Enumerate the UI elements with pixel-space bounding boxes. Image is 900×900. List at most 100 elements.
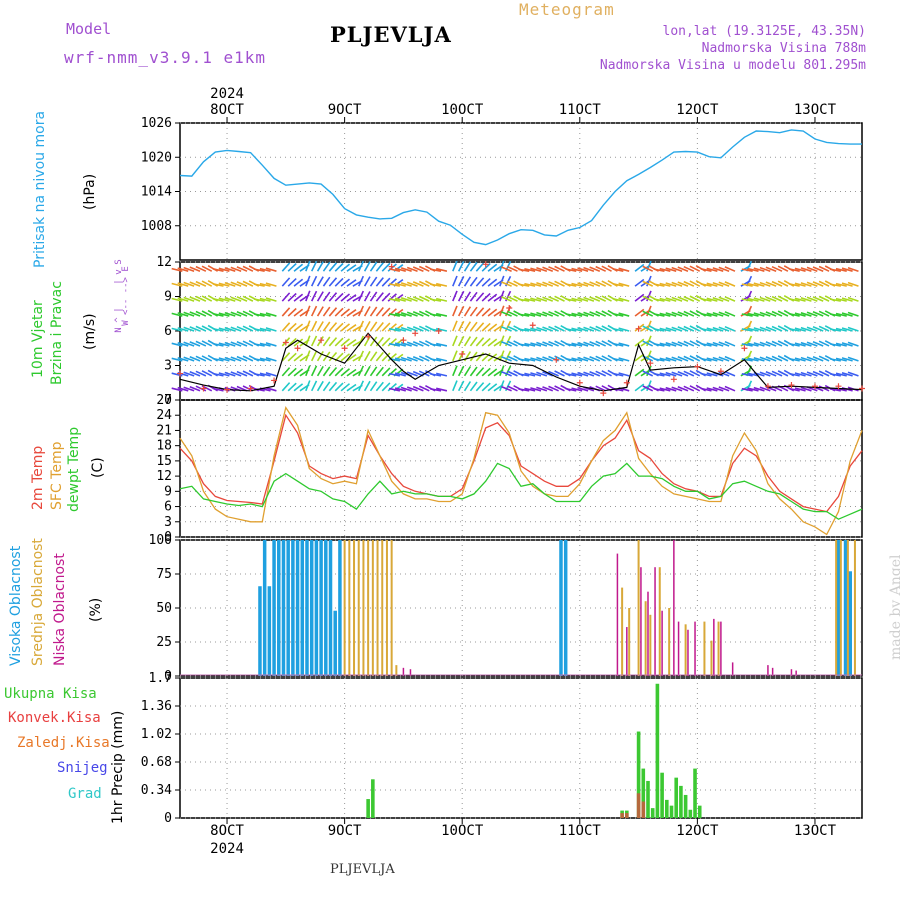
wind-arrow (571, 327, 583, 332)
wind-arrow (835, 297, 847, 302)
wind-arrow (436, 267, 448, 272)
wind-arrow (281, 382, 291, 392)
wind-arrow (328, 292, 338, 302)
wind-arrow (536, 296, 548, 302)
wind-arrow (524, 282, 536, 287)
wind-gust-marker (600, 390, 607, 397)
wind-arrow (430, 373, 442, 377)
wind-arrow (806, 266, 818, 272)
wind-gust-marker (623, 379, 630, 386)
wind-arrow (381, 277, 391, 287)
wind-arrow (305, 305, 311, 317)
wind-arrow (700, 372, 712, 377)
wind-arrow (794, 312, 806, 317)
wind-arrow (530, 387, 542, 392)
wind-arrow (436, 342, 448, 347)
precip-bar-0 (693, 768, 697, 818)
wind-arrow (265, 297, 277, 302)
wind-arrow (183, 266, 195, 272)
wind-arrow (328, 381, 338, 392)
wind-arrow (571, 387, 583, 392)
wind-arrow (406, 371, 418, 377)
wind-arrow (659, 387, 671, 392)
wind-arrow (369, 276, 378, 287)
wind-arrow (265, 282, 277, 287)
wind-arrow (358, 380, 365, 392)
pressure-ytick-label: 1020 (141, 150, 172, 165)
wind-arrow (322, 381, 331, 392)
wind-arrow (430, 283, 442, 287)
cloud_cover-ytick-label: 100 (149, 533, 172, 548)
wind-arrow (340, 353, 351, 362)
wind-arrow (829, 313, 841, 317)
wind-arrow (201, 325, 213, 332)
precip-bar-0 (650, 808, 655, 818)
wind-arrow (741, 283, 753, 287)
wind-arrow (829, 373, 841, 377)
wind-arrow (501, 266, 512, 272)
temperature-ytick-label: 12 (156, 469, 172, 484)
precip-bar-0 (665, 799, 669, 818)
wind-arrow (388, 387, 401, 392)
wind-arrow (806, 341, 818, 347)
wind-arrow (829, 358, 841, 362)
wind-arrow (501, 311, 512, 317)
wind-arrow (518, 358, 530, 362)
cloud-bar-2 (790, 669, 793, 676)
wind-arrow (436, 372, 448, 377)
wind-arrow (406, 296, 418, 302)
wind-arrow (634, 383, 645, 392)
wind-arrow (394, 327, 406, 332)
wind-arrow (430, 268, 442, 272)
wind-arrow (457, 261, 465, 272)
wind-arrow (358, 260, 365, 272)
wind-arrow (671, 386, 683, 392)
wind-arrow (677, 281, 689, 287)
wind-arrow (724, 281, 736, 287)
wind-arrow (293, 263, 304, 272)
wind-arrow (310, 305, 318, 317)
wind-arrow (659, 312, 671, 317)
wind-arrow (287, 278, 297, 287)
wind-ytick-label: 6 (164, 324, 172, 339)
wind-arrow (236, 355, 248, 362)
wind-arrow (618, 342, 630, 347)
wind-arrow (689, 310, 701, 317)
precip-bar-0 (655, 683, 660, 818)
wind-gust-marker (553, 356, 560, 363)
wind-arrow (436, 327, 448, 332)
wind-arrow (305, 275, 311, 287)
wind-arrow (759, 296, 771, 302)
wind-arrow (501, 341, 512, 347)
wind-arrow (634, 263, 645, 272)
compass-east-west-label: W <-- --> E (121, 266, 131, 326)
legend-freezing-rain: Zaledj.Kisa (17, 735, 110, 751)
wind-arrow (430, 313, 442, 317)
wind-arrow (375, 366, 384, 377)
wind-arrow (741, 358, 753, 362)
wind-arrow (363, 336, 371, 347)
wind-arrow (642, 385, 654, 392)
wind-arrow (689, 355, 701, 362)
wind-arrow (281, 352, 291, 362)
wind-arrow (530, 327, 542, 332)
cloud-bar-2 (767, 665, 769, 676)
wind-arrow (469, 336, 478, 347)
cloud_cover-ytick-label: 75 (156, 567, 172, 582)
wind-arrow (322, 321, 331, 332)
wind-arrow (689, 340, 701, 347)
cloud-bar-2 (673, 540, 675, 676)
wind-arrow (747, 357, 759, 362)
precip-bar-0 (636, 731, 641, 818)
wind-arrow (612, 312, 624, 317)
wind-arrow (328, 351, 338, 362)
wind-arrow (381, 367, 391, 377)
wind-arrow (829, 343, 841, 347)
wind-arrow (777, 325, 789, 332)
wind-arrow (452, 380, 458, 392)
wind-arrow (322, 291, 331, 302)
cloud-bar-1 (381, 540, 384, 676)
wind-gust-marker (788, 382, 795, 389)
wind-arrow (388, 313, 401, 317)
cloud-bar-1 (835, 540, 838, 676)
